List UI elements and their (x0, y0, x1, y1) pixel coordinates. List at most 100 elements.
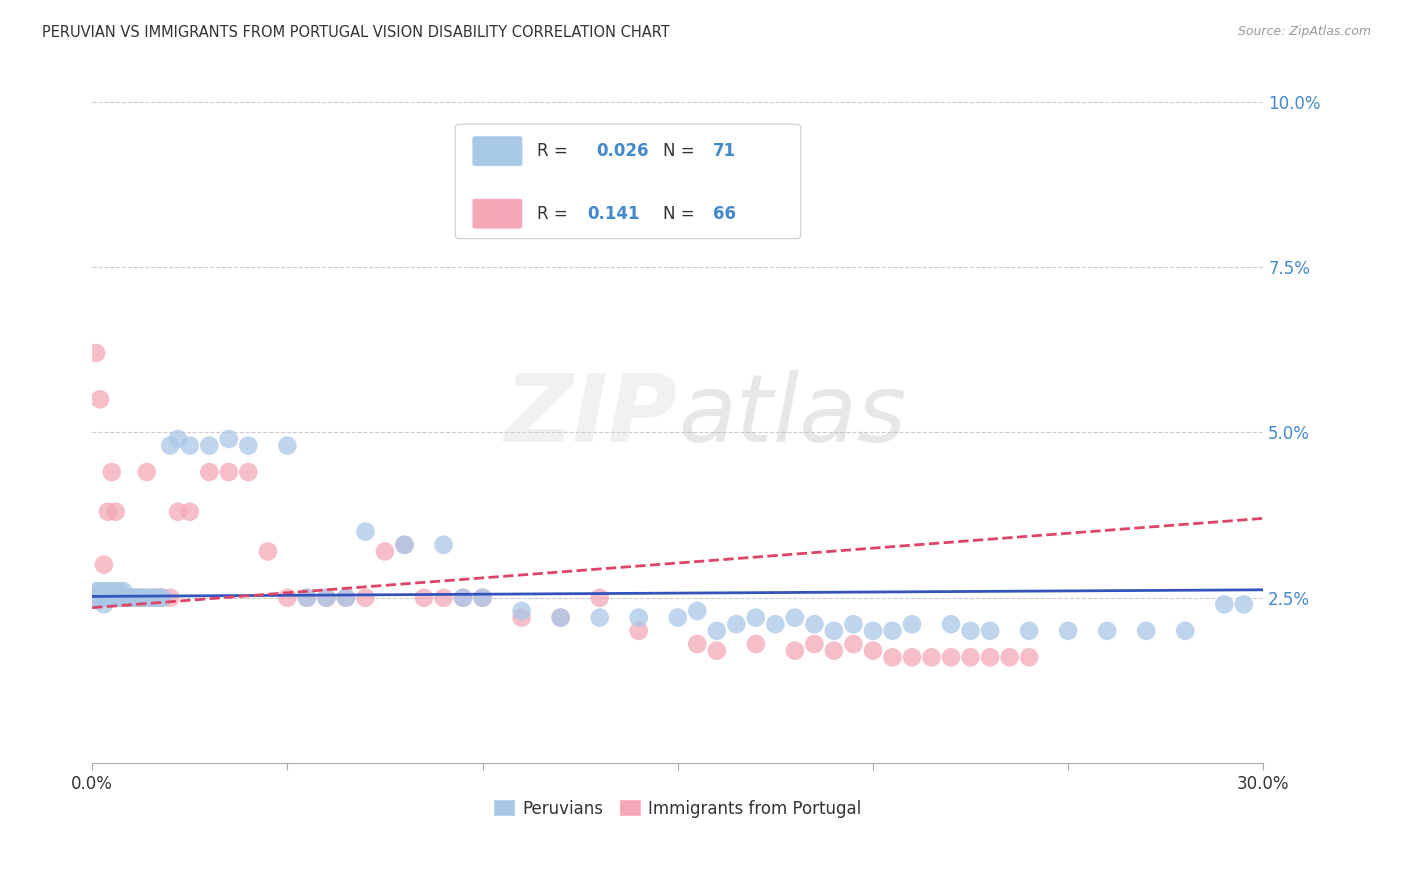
Point (706, 643, 728, 657)
Point (159, 591, 181, 605)
Text: ZIP: ZIP (505, 370, 678, 462)
Point (939, 617, 962, 632)
Point (84, 591, 107, 605)
Point (451, 591, 474, 605)
Point (143, 591, 166, 605)
Point (143, 591, 166, 605)
Point (783, 610, 806, 624)
Point (374, 544, 396, 558)
Point (1018, 650, 1040, 665)
Point (394, 538, 416, 552)
Point (354, 524, 377, 539)
Point (139, 591, 162, 605)
Point (132, 591, 155, 605)
FancyBboxPatch shape (456, 124, 801, 239)
Point (198, 439, 221, 453)
Point (295, 591, 318, 605)
Point (167, 505, 190, 519)
Point (666, 610, 689, 624)
Point (100, 591, 122, 605)
Point (97, 584, 120, 599)
Point (132, 591, 155, 605)
Point (432, 538, 454, 552)
Point (921, 650, 943, 665)
Point (315, 591, 337, 605)
Point (167, 432, 190, 446)
Point (882, 650, 904, 665)
Point (745, 610, 768, 624)
Point (93, 584, 115, 599)
Point (135, 465, 157, 479)
Point (112, 591, 135, 605)
Text: N =: N = (662, 204, 695, 223)
Text: 0.141: 0.141 (588, 204, 640, 223)
Point (238, 439, 260, 453)
Point (295, 591, 318, 605)
Point (510, 610, 533, 624)
Point (335, 591, 357, 605)
Point (763, 617, 786, 632)
Point (104, 591, 127, 605)
Point (84, 591, 107, 605)
Point (128, 591, 150, 605)
Point (1174, 624, 1197, 638)
Point (84, 584, 107, 599)
Text: R =: R = (537, 204, 568, 223)
Point (104, 505, 127, 519)
Point (432, 591, 454, 605)
Point (627, 624, 650, 638)
Point (803, 617, 825, 632)
Point (152, 591, 174, 605)
Point (1057, 624, 1080, 638)
Point (882, 624, 904, 638)
Point (589, 610, 612, 624)
Point (823, 643, 845, 657)
Text: 71: 71 (713, 142, 735, 161)
Point (901, 617, 924, 632)
Point (89, 591, 111, 605)
Point (100, 591, 122, 605)
Point (120, 591, 142, 605)
Point (148, 591, 170, 605)
Point (725, 617, 748, 632)
Point (276, 591, 298, 605)
Point (959, 650, 981, 665)
Point (627, 610, 650, 624)
Point (104, 584, 127, 599)
Point (97, 505, 120, 519)
Point (117, 591, 139, 605)
Point (148, 591, 170, 605)
Point (124, 591, 146, 605)
Point (124, 591, 146, 605)
Point (901, 650, 924, 665)
Point (100, 584, 122, 599)
Point (97, 591, 120, 605)
Text: atlas: atlas (678, 370, 905, 461)
Point (550, 610, 572, 624)
Point (93, 591, 115, 605)
Point (451, 591, 474, 605)
Point (686, 604, 709, 618)
Point (394, 538, 416, 552)
Point (842, 617, 865, 632)
Point (335, 591, 357, 605)
Point (550, 610, 572, 624)
Point (135, 591, 157, 605)
Point (112, 591, 135, 605)
Point (413, 591, 436, 605)
Point (1213, 598, 1236, 612)
Legend: Peruvians, Immigrants from Portugal: Peruvians, Immigrants from Portugal (488, 793, 869, 824)
Point (120, 591, 142, 605)
Point (108, 591, 131, 605)
Point (979, 650, 1001, 665)
Point (108, 591, 131, 605)
Point (104, 591, 127, 605)
Point (179, 505, 201, 519)
Point (89, 591, 111, 605)
Point (763, 187, 786, 202)
Point (97, 591, 120, 605)
Point (706, 624, 728, 638)
Text: R =: R = (537, 142, 568, 161)
Point (979, 624, 1001, 638)
Point (842, 637, 865, 651)
